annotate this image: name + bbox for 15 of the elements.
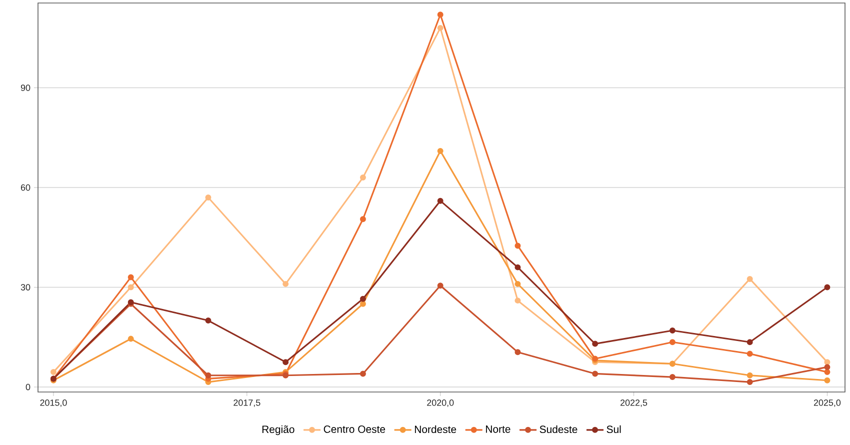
x-tick-label: 2025,0 bbox=[814, 400, 841, 407]
y-tick-label: 60 bbox=[20, 184, 30, 191]
legend-label: Norte bbox=[486, 426, 510, 433]
legend-label: Sudeste bbox=[540, 425, 578, 434]
x-tick-label: 2017,5 bbox=[234, 400, 260, 407]
legend-label: Centro Oeste bbox=[324, 426, 386, 433]
x-tick-label: 2022,5 bbox=[620, 400, 648, 407]
y-tick-label: 30 bbox=[20, 284, 30, 290]
legend-title: Região bbox=[262, 425, 294, 436]
legend-label: Nordeste bbox=[414, 425, 456, 434]
x-tick-label: 2015,0 bbox=[40, 400, 67, 407]
legend-label: Sul bbox=[606, 425, 621, 434]
y-tick-label: 0 bbox=[26, 384, 30, 390]
x-tick-label: 2020,0 bbox=[427, 400, 454, 407]
y-tick-label: 90 bbox=[20, 84, 30, 91]
